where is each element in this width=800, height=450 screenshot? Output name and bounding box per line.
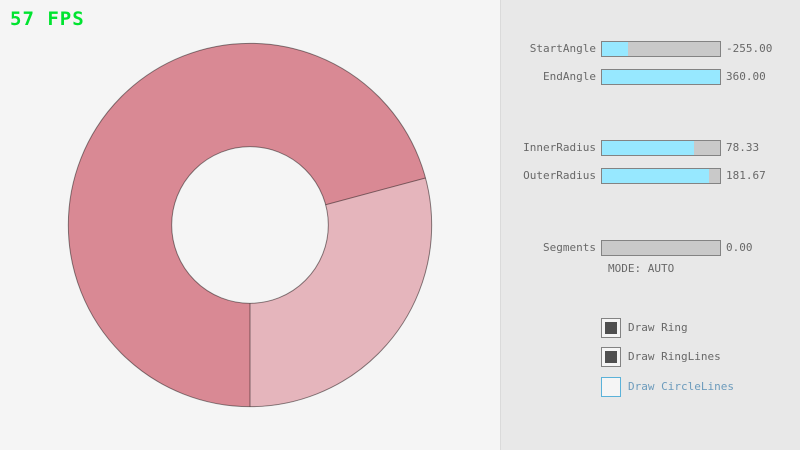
checkbox-row-draw-circlelines: Draw CircleLines (501, 377, 800, 397)
draw-ring-checkbox[interactable] (601, 318, 621, 338)
end-angle-slider[interactable] (601, 69, 721, 85)
draw-ringlines-label: Draw RingLines (628, 350, 721, 363)
segments-label: Segments (543, 241, 596, 254)
slider-fill (602, 169, 710, 183)
outer-radius-slider[interactable] (601, 168, 721, 184)
inner-radius-slider[interactable] (601, 140, 721, 156)
slider-row-segments: Segments 0.00 (501, 239, 800, 257)
draw-circlelines-checkbox[interactable] (601, 377, 621, 397)
start-angle-value: -255.00 (726, 42, 773, 55)
segments-value: 0.00 (726, 241, 753, 254)
inner-radius-label: InnerRadius (523, 141, 596, 154)
start-angle-slider[interactable] (601, 41, 721, 57)
controls-panel: StartAngle -255.00 EndAngle 360.00 Inner… (500, 0, 800, 450)
slider-row-end-angle: EndAngle 360.00 (501, 68, 800, 86)
ring-donut-drawing (67, 42, 433, 408)
inner-radius-value: 78.33 (726, 141, 760, 154)
outer-radius-value: 181.67 (726, 169, 766, 182)
slider-row-outer-radius: OuterRadius 181.67 (501, 167, 800, 185)
segments-slider[interactable] (601, 240, 721, 256)
draw-circlelines-label: Draw CircleLines (628, 380, 734, 393)
end-angle-value: 360.00 (726, 70, 766, 83)
checkbox-row-draw-ringlines: Draw RingLines (501, 347, 800, 367)
draw-ringlines-checkbox[interactable] (601, 347, 621, 367)
draw-ring-label: Draw Ring (628, 321, 688, 334)
slider-fill (602, 42, 628, 56)
outer-radius-label: OuterRadius (523, 169, 596, 182)
checkbox-row-draw-ring: Draw Ring (501, 318, 800, 338)
slider-row-start-angle: StartAngle -255.00 (501, 40, 800, 58)
fps-counter: 57 FPS (10, 8, 85, 30)
end-angle-label: EndAngle (543, 70, 596, 83)
slider-fill (602, 70, 720, 84)
segments-mode-label: MODE: AUTO (608, 262, 675, 275)
slider-row-inner-radius: InnerRadius 78.33 (501, 139, 800, 157)
start-angle-label: StartAngle (529, 42, 596, 55)
slider-fill (602, 141, 695, 155)
